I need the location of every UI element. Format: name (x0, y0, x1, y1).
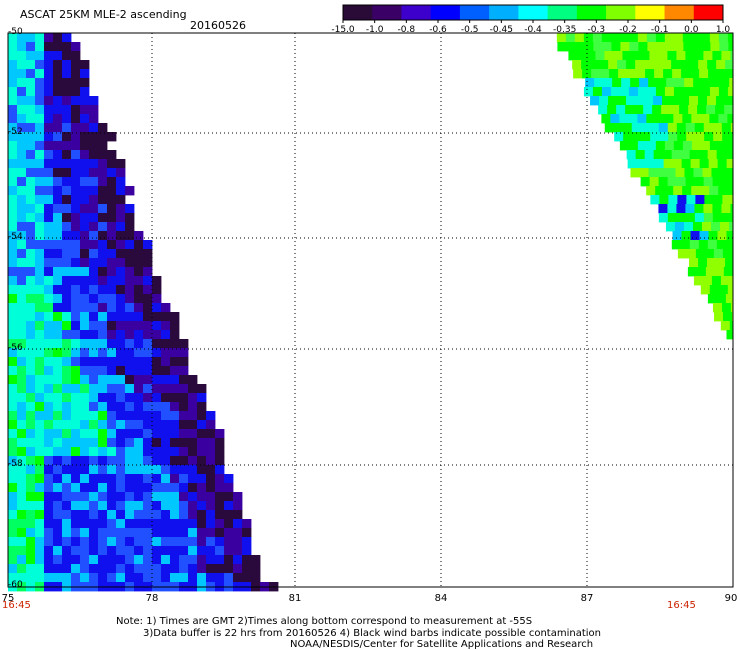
graticule (8, 33, 733, 587)
colorbar-tick-label: -0.1 (650, 25, 669, 35)
colorbar-swatch (576, 5, 607, 20)
note-line-2: 3)Data buffer is 22 hrs from 20160526 4)… (143, 628, 601, 639)
note-line-1: Note: 1) Times are GMT 2)Times along bot… (116, 616, 533, 627)
colorbar-tick-label: -0.3 (587, 25, 606, 35)
colorbar-swatch (693, 5, 724, 20)
colorbar-tick-label: -0.6 (429, 25, 447, 35)
lon-label-81: 81 (288, 593, 302, 604)
colorbar-swatch (430, 5, 461, 20)
colorbar-swatch (372, 5, 402, 20)
time-label-right: 16:45 (667, 600, 696, 611)
lat-label-60: -60 (8, 580, 23, 590)
lat-label-58: -58 (8, 459, 23, 469)
colorbar-swatch (635, 5, 666, 20)
colorbar-swatch (459, 5, 490, 20)
map-title: ASCAT 25KM MLE-2 ascending (20, 8, 187, 21)
colorbar-swatch (343, 5, 373, 20)
lon-label-78: 78 (145, 593, 159, 604)
lon-label-84: 84 (434, 593, 448, 604)
colorbar-swatch (664, 5, 695, 20)
colorbar-tick-label: -0.5 (460, 25, 479, 35)
map-date: 20160526 (190, 19, 246, 32)
colorbar-swatch (518, 5, 549, 20)
colorbar-tick-label: -0.45 (489, 25, 513, 35)
map-frame (7, 32, 734, 588)
colorbar-tick-label: -0.8 (397, 25, 416, 35)
colorbar-tick-label: 0.0 (684, 25, 699, 35)
lat-label-56: -56 (8, 343, 23, 353)
lat-label-50: -50 (8, 27, 23, 37)
colorbar-swatch (489, 5, 519, 20)
lon-label-90: 90 (724, 593, 738, 604)
lat-label-54: -54 (8, 232, 23, 242)
lon-label-87: 87 (580, 593, 594, 604)
colorbar-tick-label: -0.2 (619, 25, 637, 35)
colorbar-swatch (401, 5, 432, 20)
lat-label-52: -52 (8, 127, 23, 137)
time-label-left: 16:45 (2, 600, 31, 611)
swath-left (8, 33, 279, 592)
lon-label-75: 75 (1, 593, 15, 604)
colorbar-swatch (606, 5, 636, 20)
colorbar-tick-label: 1.0 (715, 25, 731, 35)
note-line-3: NOAA/NESDIS/Center for Satellite Applica… (290, 639, 594, 650)
colorbar-tick-label: -15.0 (331, 25, 355, 35)
colorbar-tick-label: -0.4 (524, 25, 542, 35)
colorbar-swatch (547, 5, 578, 20)
colorbar-tick-label: -1.0 (365, 25, 384, 35)
swath-right (556, 33, 733, 340)
colorbar-tick-label: -0.35 (553, 25, 577, 35)
colorbar (342, 4, 724, 23)
